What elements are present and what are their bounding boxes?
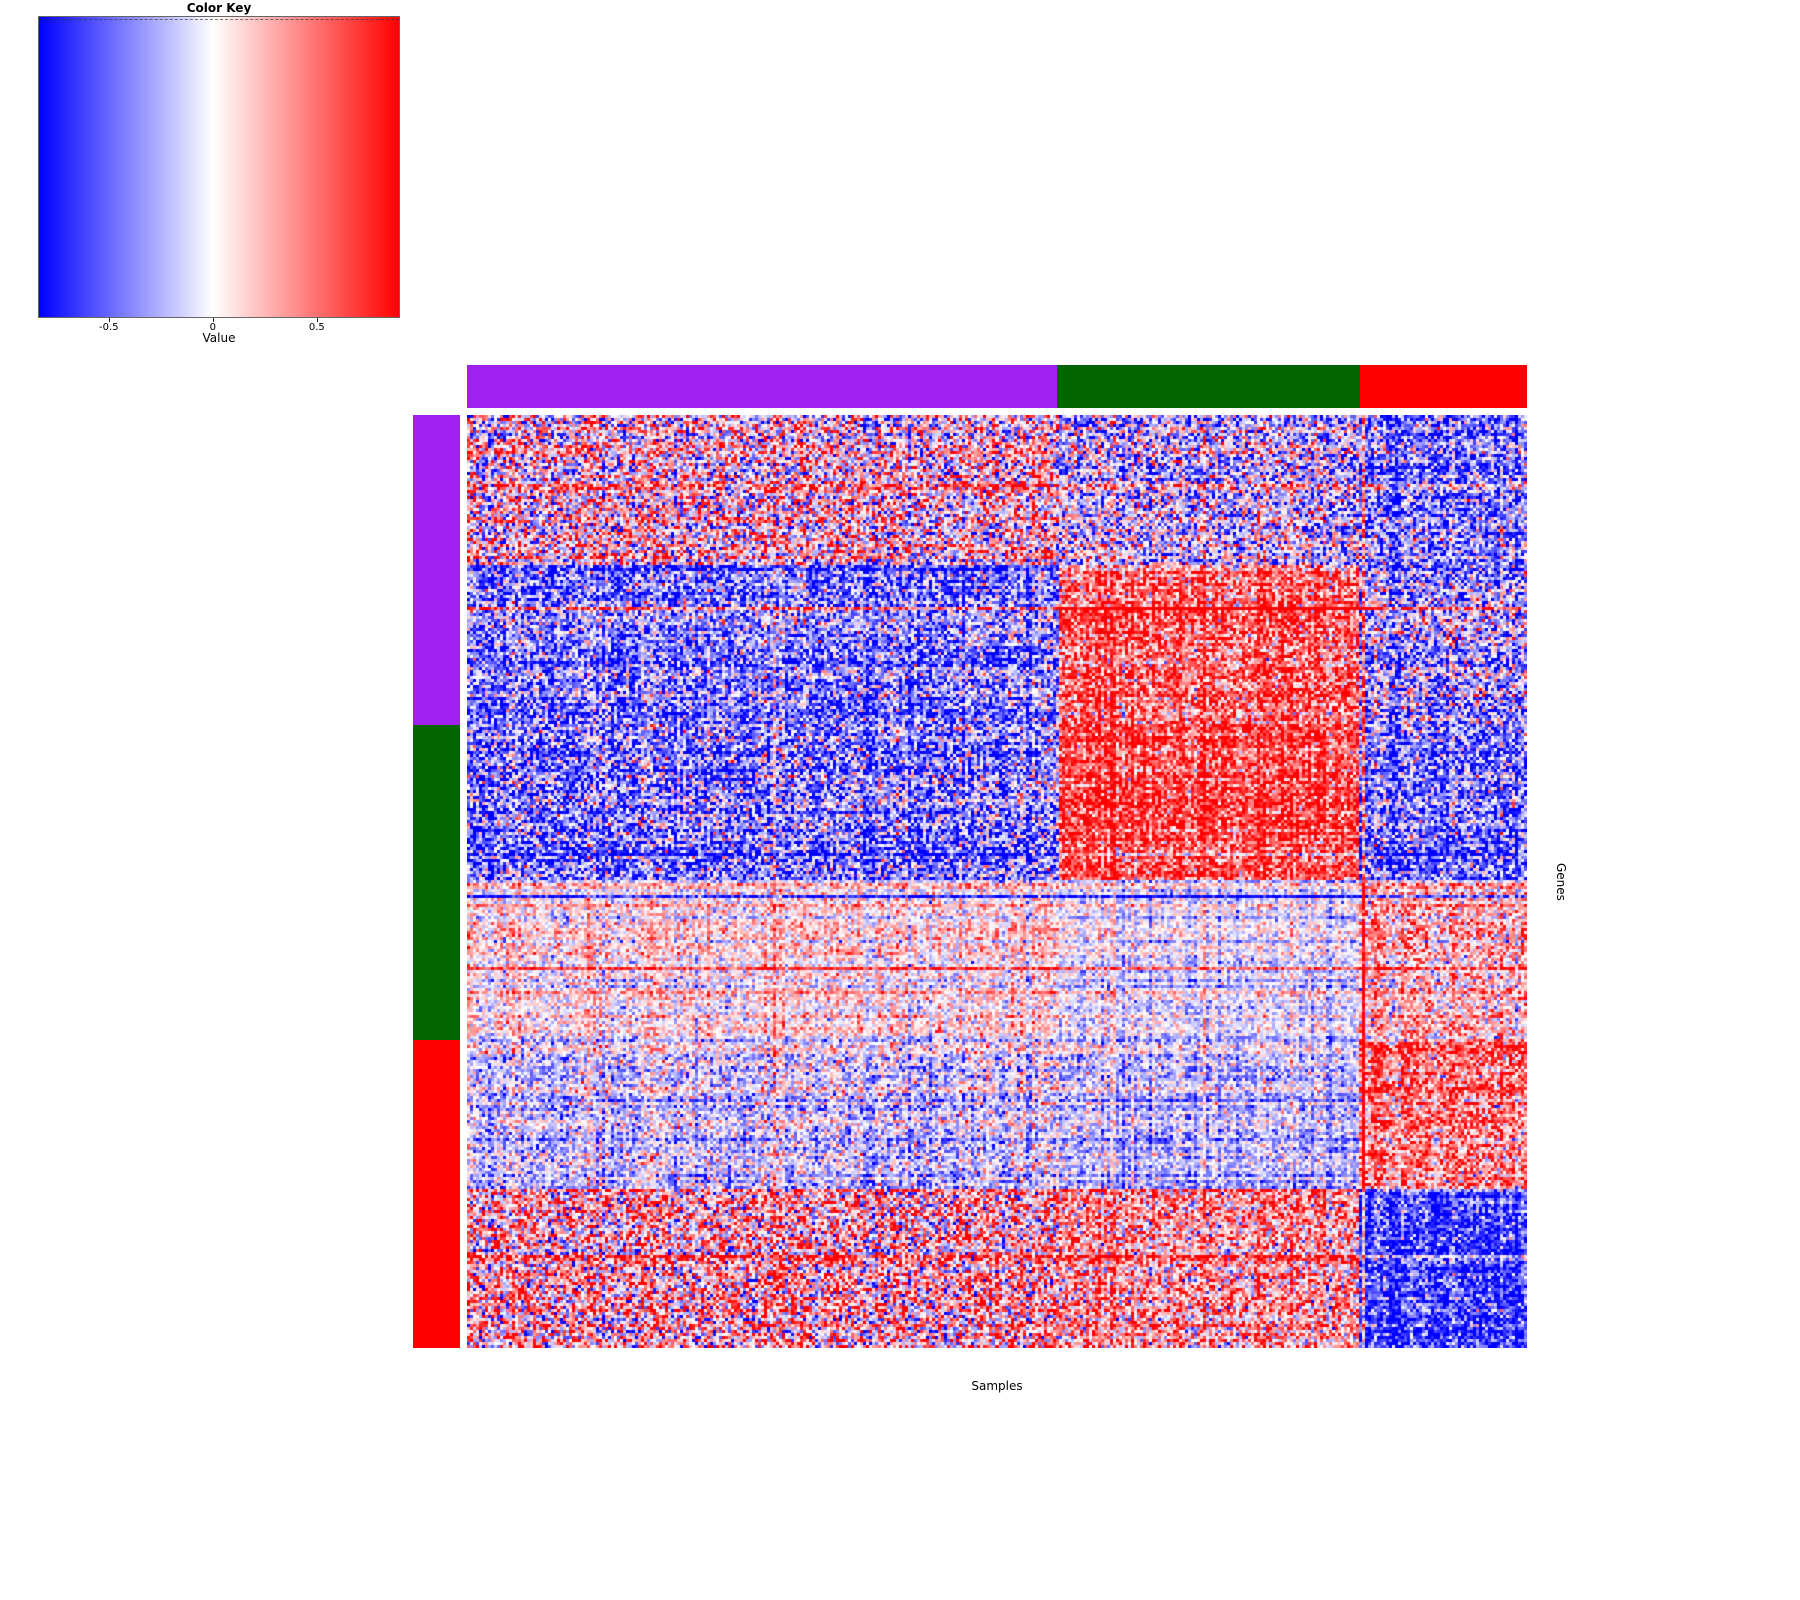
- color-key: Color Key -0.5 0 0.5 Value: [38, 0, 400, 352]
- color-key-axis-title: Value: [202, 331, 236, 345]
- color-key-tick-mark: [316, 318, 318, 322]
- column-group-segment-1: [467, 365, 1058, 408]
- color-key-gradient-bar: [38, 16, 400, 318]
- column-group-segment-2: [1057, 365, 1360, 408]
- heatmap-canvas: [467, 415, 1527, 1348]
- row-annotation-bar: [413, 415, 460, 1348]
- color-key-tick-mark: [108, 318, 110, 322]
- row-group-segment-3: [413, 1040, 460, 1348]
- row-group-segment-1: [413, 415, 460, 725]
- color-key-axis: -0.5 0 0.5: [38, 318, 400, 334]
- color-key-tick-mark: [212, 318, 214, 322]
- column-annotation-bar: [467, 365, 1527, 408]
- column-group-segment-3: [1359, 365, 1527, 408]
- y-axis-label: Genes: [1554, 862, 1568, 901]
- x-axis-label: Samples: [971, 1379, 1023, 1393]
- color-key-trace-line: [39, 19, 399, 20]
- color-key-tick-label: -0.5: [98, 322, 119, 333]
- color-key-tick-label: 0: [209, 322, 216, 333]
- color-key-title: Color Key: [186, 1, 252, 15]
- row-group-segment-2: [413, 724, 460, 1041]
- color-key-tick-label: 0.5: [308, 322, 325, 333]
